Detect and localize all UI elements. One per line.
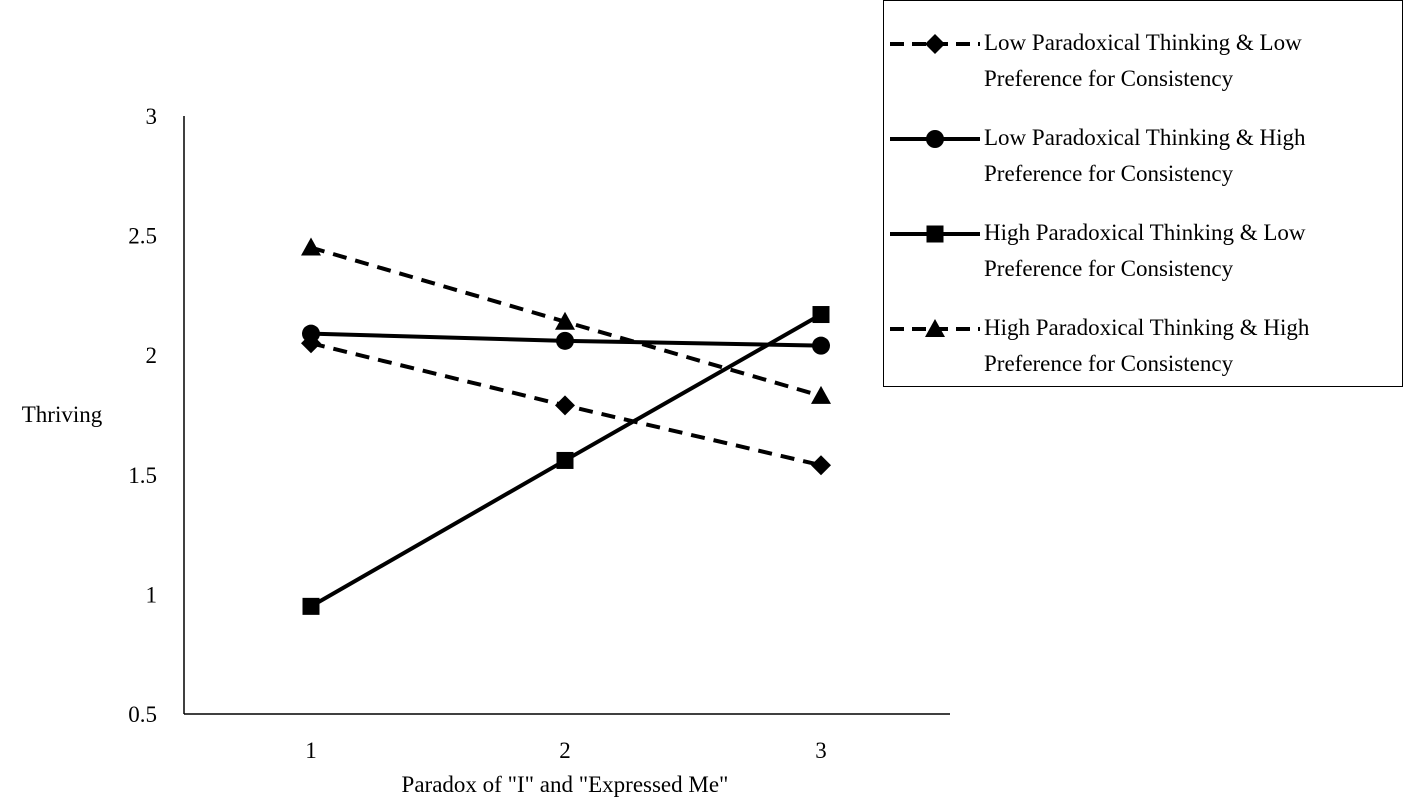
data-point-circle: [556, 331, 574, 350]
y-tick-label: 1.5: [128, 463, 157, 488]
legend-item-2: Low Paradoxical Thinking & High Preferen…: [884, 96, 1404, 186]
y-tick-label: 1: [146, 582, 158, 607]
data-point-triangle: [811, 385, 831, 404]
y-tick-label: 2: [146, 343, 158, 368]
data-point-triangle: [301, 237, 321, 256]
data-point-square: [926, 225, 944, 243]
legend-item-4: High Paradoxical Thinking & High Prefere…: [884, 286, 1404, 376]
y-tick-label: 2.5: [128, 224, 157, 249]
legend-label: Low Paradoxical Thinking & High Preferen…: [984, 125, 1306, 186]
legend-label: High Paradoxical Thinking & High Prefere…: [984, 315, 1310, 376]
legend-swatch-solid-square: [890, 225, 980, 243]
x-tick-label: 1: [305, 738, 317, 763]
data-point-triangle: [555, 311, 575, 330]
legend-item-3: High Paradoxical Thinking & Low Preferen…: [884, 191, 1404, 281]
legend-item-1: Low Paradoxical Thinking & Low Preferenc…: [884, 1, 1404, 91]
data-point-circle: [926, 130, 944, 148]
data-point-triangle: [925, 319, 945, 337]
axes: 0.5 1 1.5 2 2.5 3 1 2 3: [128, 104, 950, 763]
data-point-diamond: [925, 34, 945, 54]
legend-label: Low Paradoxical Thinking & Low Preferenc…: [984, 30, 1302, 91]
data-point-square: [812, 306, 830, 324]
legend-label: High Paradoxical Thinking & Low Preferen…: [984, 220, 1306, 281]
data-point-diamond: [555, 395, 575, 416]
y-axis-title: Thriving: [22, 402, 103, 427]
series-4: [301, 237, 831, 404]
series-layer: [301, 237, 831, 615]
data-point-square: [556, 451, 574, 469]
y-tick-label: 0.5: [128, 702, 157, 727]
data-point-circle: [812, 336, 830, 355]
data-point-circle: [302, 324, 320, 343]
legend-swatch-solid-circle: [890, 130, 980, 148]
x-tick-label: 2: [559, 738, 571, 763]
legend: Low Paradoxical Thinking & Low Preferenc…: [883, 0, 1403, 387]
x-tick-label: 3: [815, 738, 827, 763]
data-point-square: [302, 597, 320, 615]
legend-swatch-dashed-triangle: [890, 319, 980, 337]
x-axis-title: Paradox of "I" and "Expressed Me": [402, 772, 729, 797]
legend-swatch-dashed-diamond: [890, 34, 980, 54]
series-2: [302, 324, 830, 355]
data-point-diamond: [811, 455, 831, 476]
y-tick-label: 3: [146, 104, 158, 129]
series-3: [302, 306, 830, 615]
